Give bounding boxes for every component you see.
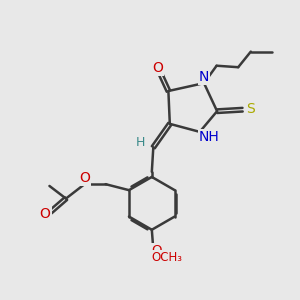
Text: S: S <box>246 102 254 116</box>
Text: OCH₃: OCH₃ <box>151 251 182 264</box>
Text: O: O <box>152 61 163 75</box>
Text: O: O <box>40 207 50 220</box>
Text: H: H <box>136 136 146 149</box>
Text: O: O <box>152 244 162 257</box>
Text: N: N <box>199 70 209 83</box>
Text: NH: NH <box>199 130 220 144</box>
Text: O: O <box>79 171 90 185</box>
